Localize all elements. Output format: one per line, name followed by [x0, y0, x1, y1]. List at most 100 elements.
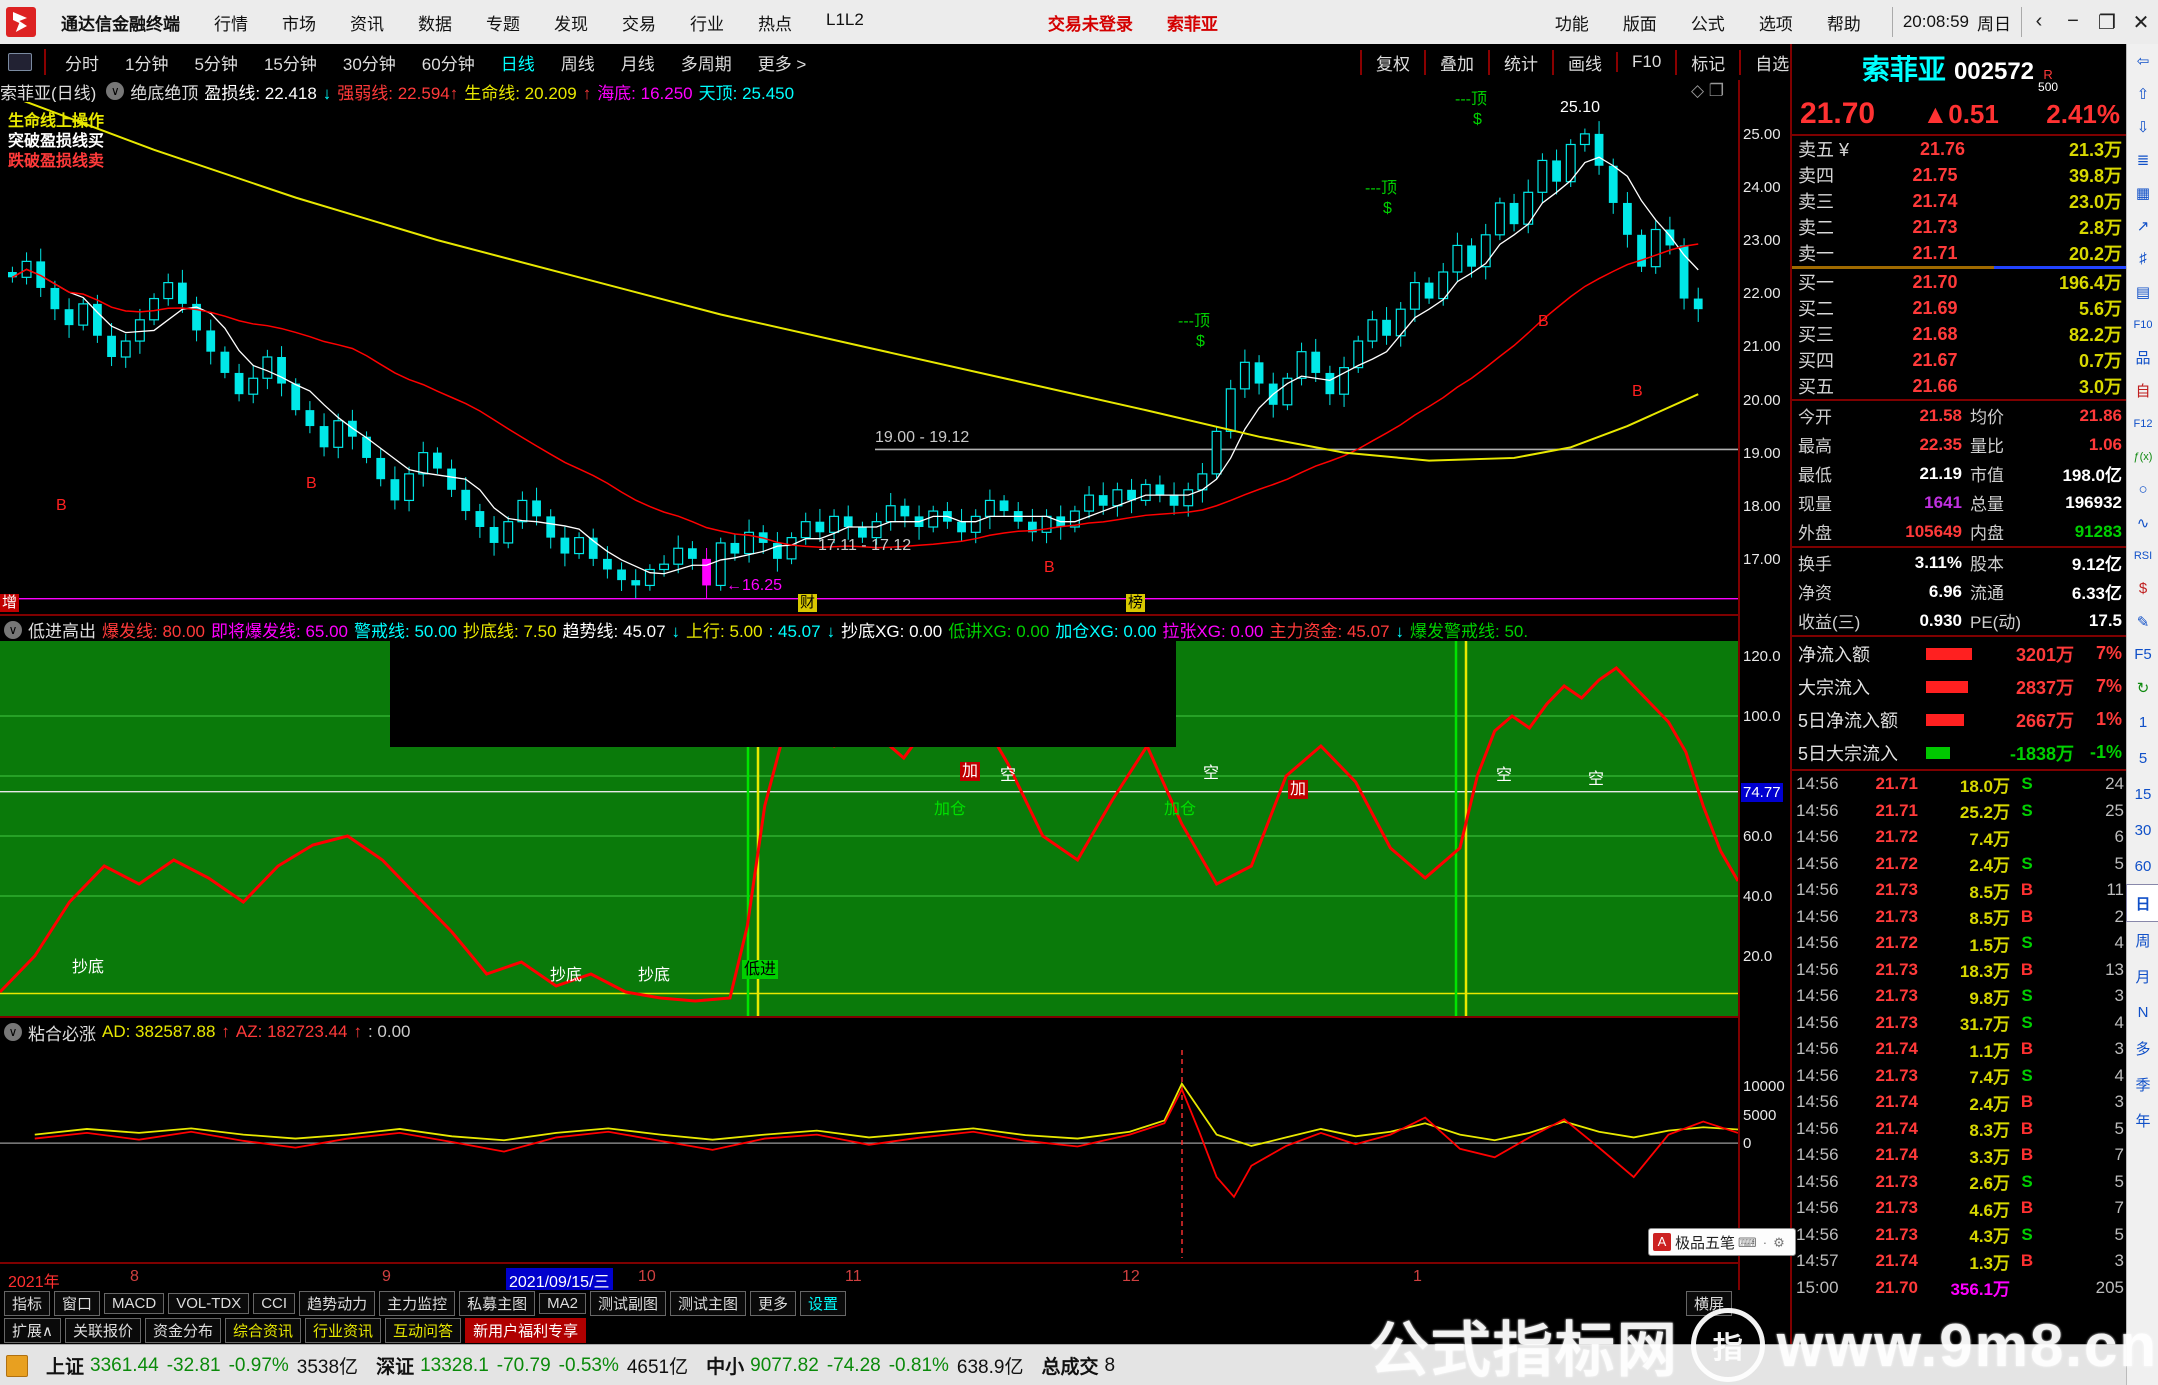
strip-icon-0[interactable]: ⇦ — [2136, 52, 2150, 70]
strip-period-季[interactable]: 季 — [2135, 1076, 2151, 1094]
menu-item-4[interactable]: 专题 — [486, 14, 520, 34]
collapse-chevron-icon[interactable]: ∨ — [4, 1023, 22, 1041]
tick-list[interactable]: 14:56 21.71 18.0万 S 24 14:56 21.71 25.2万 S 25 14:5… — [1792, 771, 2128, 1301]
date-label-0[interactable]: 2021年 — [8, 1274, 60, 1291]
window-close-icon[interactable]: ✕ — [2132, 11, 2150, 34]
strip-period-1[interactable]: 1 — [2138, 713, 2148, 731]
strip-period-30[interactable]: 30 — [2134, 821, 2152, 839]
strip-icon-1[interactable]: ⇧ — [2136, 85, 2150, 103]
menu-item-5[interactable]: 发现 — [554, 14, 588, 34]
strip-icon-5[interactable]: ↗ — [2136, 217, 2150, 235]
collapse-chevron-icon[interactable]: ∨ — [4, 620, 22, 639]
strip-period-多[interactable]: 多 — [2135, 1040, 2151, 1058]
indicator-tab-8[interactable]: MA2 — [539, 1293, 586, 1314]
period-tab-3[interactable]: 15分钟 — [263, 54, 317, 74]
indicator-tab-5[interactable]: 趋势动力 — [299, 1291, 376, 1316]
ime-icon-1[interactable]: · — [1762, 1234, 1768, 1250]
toolbar-button-1[interactable]: 叠加 — [1424, 49, 1488, 75]
toolbar-button-6[interactable]: 自选 — [1739, 49, 1803, 75]
toolbar-button-5[interactable]: 标记 — [1675, 49, 1739, 75]
menu-right-item-0[interactable]: 功能 — [1554, 14, 1589, 34]
strip-period-5[interactable]: 5 — [2138, 749, 2148, 767]
indicator-tab-3[interactable]: VOL-TDX — [168, 1293, 250, 1314]
menu-right-item-4[interactable]: 帮助 — [1826, 14, 1861, 34]
strip-period-月[interactable]: 月 — [2135, 968, 2151, 986]
menu-right-item-3[interactable]: 选项 — [1758, 14, 1793, 34]
menu-alert-0[interactable]: 交易未登录 — [1047, 14, 1133, 34]
date-label-1[interactable]: 8 — [130, 1268, 139, 1285]
date-label-4[interactable]: 10 — [638, 1268, 656, 1285]
period-tab-2[interactable]: 5分钟 — [194, 54, 238, 74]
menu-item-9[interactable]: L1L2 — [826, 9, 864, 29]
ime-icon-0[interactable]: ⌨ — [1738, 1234, 1757, 1250]
indicator-name[interactable]: 粘合必涨 — [28, 1024, 96, 1044]
info-tab-0[interactable]: 关联报价 — [64, 1318, 141, 1343]
period-tab-6[interactable]: 日线 — [500, 54, 535, 74]
window-restore-icon[interactable]: ❐ — [2098, 11, 2116, 34]
menu-item-7[interactable]: 行业 — [690, 14, 724, 34]
menu-right-item-1[interactable]: 版面 — [1622, 14, 1657, 34]
indicator-tab-11[interactable]: 更多 — [749, 1291, 796, 1316]
toolbar-button-4[interactable]: F10 — [1616, 52, 1675, 72]
strip-icon-2[interactable]: ⇩ — [2136, 118, 2150, 136]
indicator-name[interactable]: 低进高出 — [28, 622, 96, 641]
date-label-3[interactable]: 2021/09/15/三 — [506, 1268, 613, 1292]
menu-item-8[interactable]: 热点 — [758, 14, 792, 34]
window-minimize-icon[interactable]: − — [2067, 9, 2079, 32]
date-label-7[interactable]: 1 — [1413, 1268, 1422, 1285]
candlestick-chart[interactable] — [0, 102, 1738, 612]
strip-icon-4[interactable]: ▦ — [2135, 184, 2151, 202]
strip-period-N[interactable]: N — [2137, 1003, 2149, 1021]
date-axis[interactable]: 2021年 8 9 2021/09/15/三 10 11 12 1 — [0, 1262, 1738, 1294]
strip-icon-6[interactable]: ♯ — [2139, 250, 2147, 267]
strip-icon-11[interactable]: F12 — [2133, 417, 2153, 430]
info-tab-4[interactable]: 互动问答 — [385, 1318, 462, 1343]
indicator-tab-2[interactable]: MACD — [104, 1293, 165, 1314]
menu-item-3[interactable]: 数据 — [418, 14, 452, 34]
period-tab-1[interactable]: 1分钟 — [125, 54, 169, 74]
strip-icon-3[interactable]: ≣ — [2136, 151, 2150, 169]
strip-period-60[interactable]: 60 — [2134, 857, 2152, 875]
menu-item-0[interactable]: 行情 — [214, 14, 248, 34]
indicator-tab-0[interactable]: 指标 — [4, 1291, 51, 1316]
period-tab-5[interactable]: 60分钟 — [421, 54, 475, 74]
period-tab-8[interactable]: 月线 — [620, 54, 655, 74]
menu-item-2[interactable]: 资讯 — [350, 14, 384, 34]
ime-popup[interactable]: A 极品五笔 ⌨ · ⚙ — [1648, 1228, 1796, 1256]
indicator-tab-1[interactable]: 窗口 — [54, 1291, 101, 1316]
strip-icon-14[interactable]: ∿ — [2136, 514, 2150, 532]
strip-period-周[interactable]: 周 — [2135, 932, 2151, 950]
menu-item-1[interactable]: 市场 — [282, 14, 316, 34]
window-back-icon[interactable]: ‹ — [2035, 9, 2043, 32]
sticky-rise-chart[interactable] — [0, 1044, 1738, 1262]
indicator-tab-4[interactable]: CCI — [253, 1293, 296, 1314]
toolbar-button-3[interactable]: 画线 — [1552, 49, 1616, 75]
indicator-tab-6[interactable]: 主力监控 — [379, 1291, 456, 1316]
strip-period-15[interactable]: 15 — [2134, 785, 2152, 803]
market-status-icon[interactable] — [6, 1354, 28, 1377]
strip-icon-16[interactable]: $ — [2138, 580, 2148, 597]
menu-alert-1[interactable]: 索菲亚 — [1166, 14, 1218, 34]
strip-icon-13[interactable]: ○ — [2138, 481, 2148, 498]
date-label-6[interactable]: 12 — [1122, 1268, 1140, 1285]
menu-item-6[interactable]: 交易 — [622, 14, 656, 34]
info-tab-3[interactable]: 行业资讯 — [305, 1318, 382, 1343]
strip-icon-9[interactable]: 品 — [2135, 350, 2151, 367]
date-label-2[interactable]: 9 — [382, 1268, 391, 1285]
date-label-5[interactable]: 11 — [845, 1268, 862, 1285]
header-corner-icons[interactable]: ◇ ❐ — [1690, 81, 1724, 100]
expand-tab[interactable]: 扩展∧ — [4, 1318, 61, 1343]
strip-period-日[interactable]: 日 — [2126, 884, 2158, 922]
layout-icon[interactable] — [8, 53, 32, 71]
period-tab-4[interactable]: 30分钟 — [342, 54, 396, 74]
strip-icon-18[interactable]: F5 — [2134, 646, 2152, 663]
info-tab-2[interactable]: 综合资讯 — [225, 1318, 302, 1343]
period-tab-7[interactable]: 周线 — [560, 54, 595, 74]
ime-buttons[interactable]: ⌨ · ⚙ — [1735, 1234, 1788, 1251]
strip-icon-19[interactable]: ↻ — [2136, 679, 2150, 697]
menu-right-item-2[interactable]: 公式 — [1690, 14, 1725, 34]
strip-icon-12[interactable]: ƒ(x) — [2133, 450, 2153, 463]
indicator-tab-7[interactable]: 私募主图 — [459, 1291, 536, 1316]
low-buy-high-sell-chart[interactable] — [0, 641, 1738, 1016]
strip-icon-8[interactable]: F10 — [2133, 318, 2153, 331]
